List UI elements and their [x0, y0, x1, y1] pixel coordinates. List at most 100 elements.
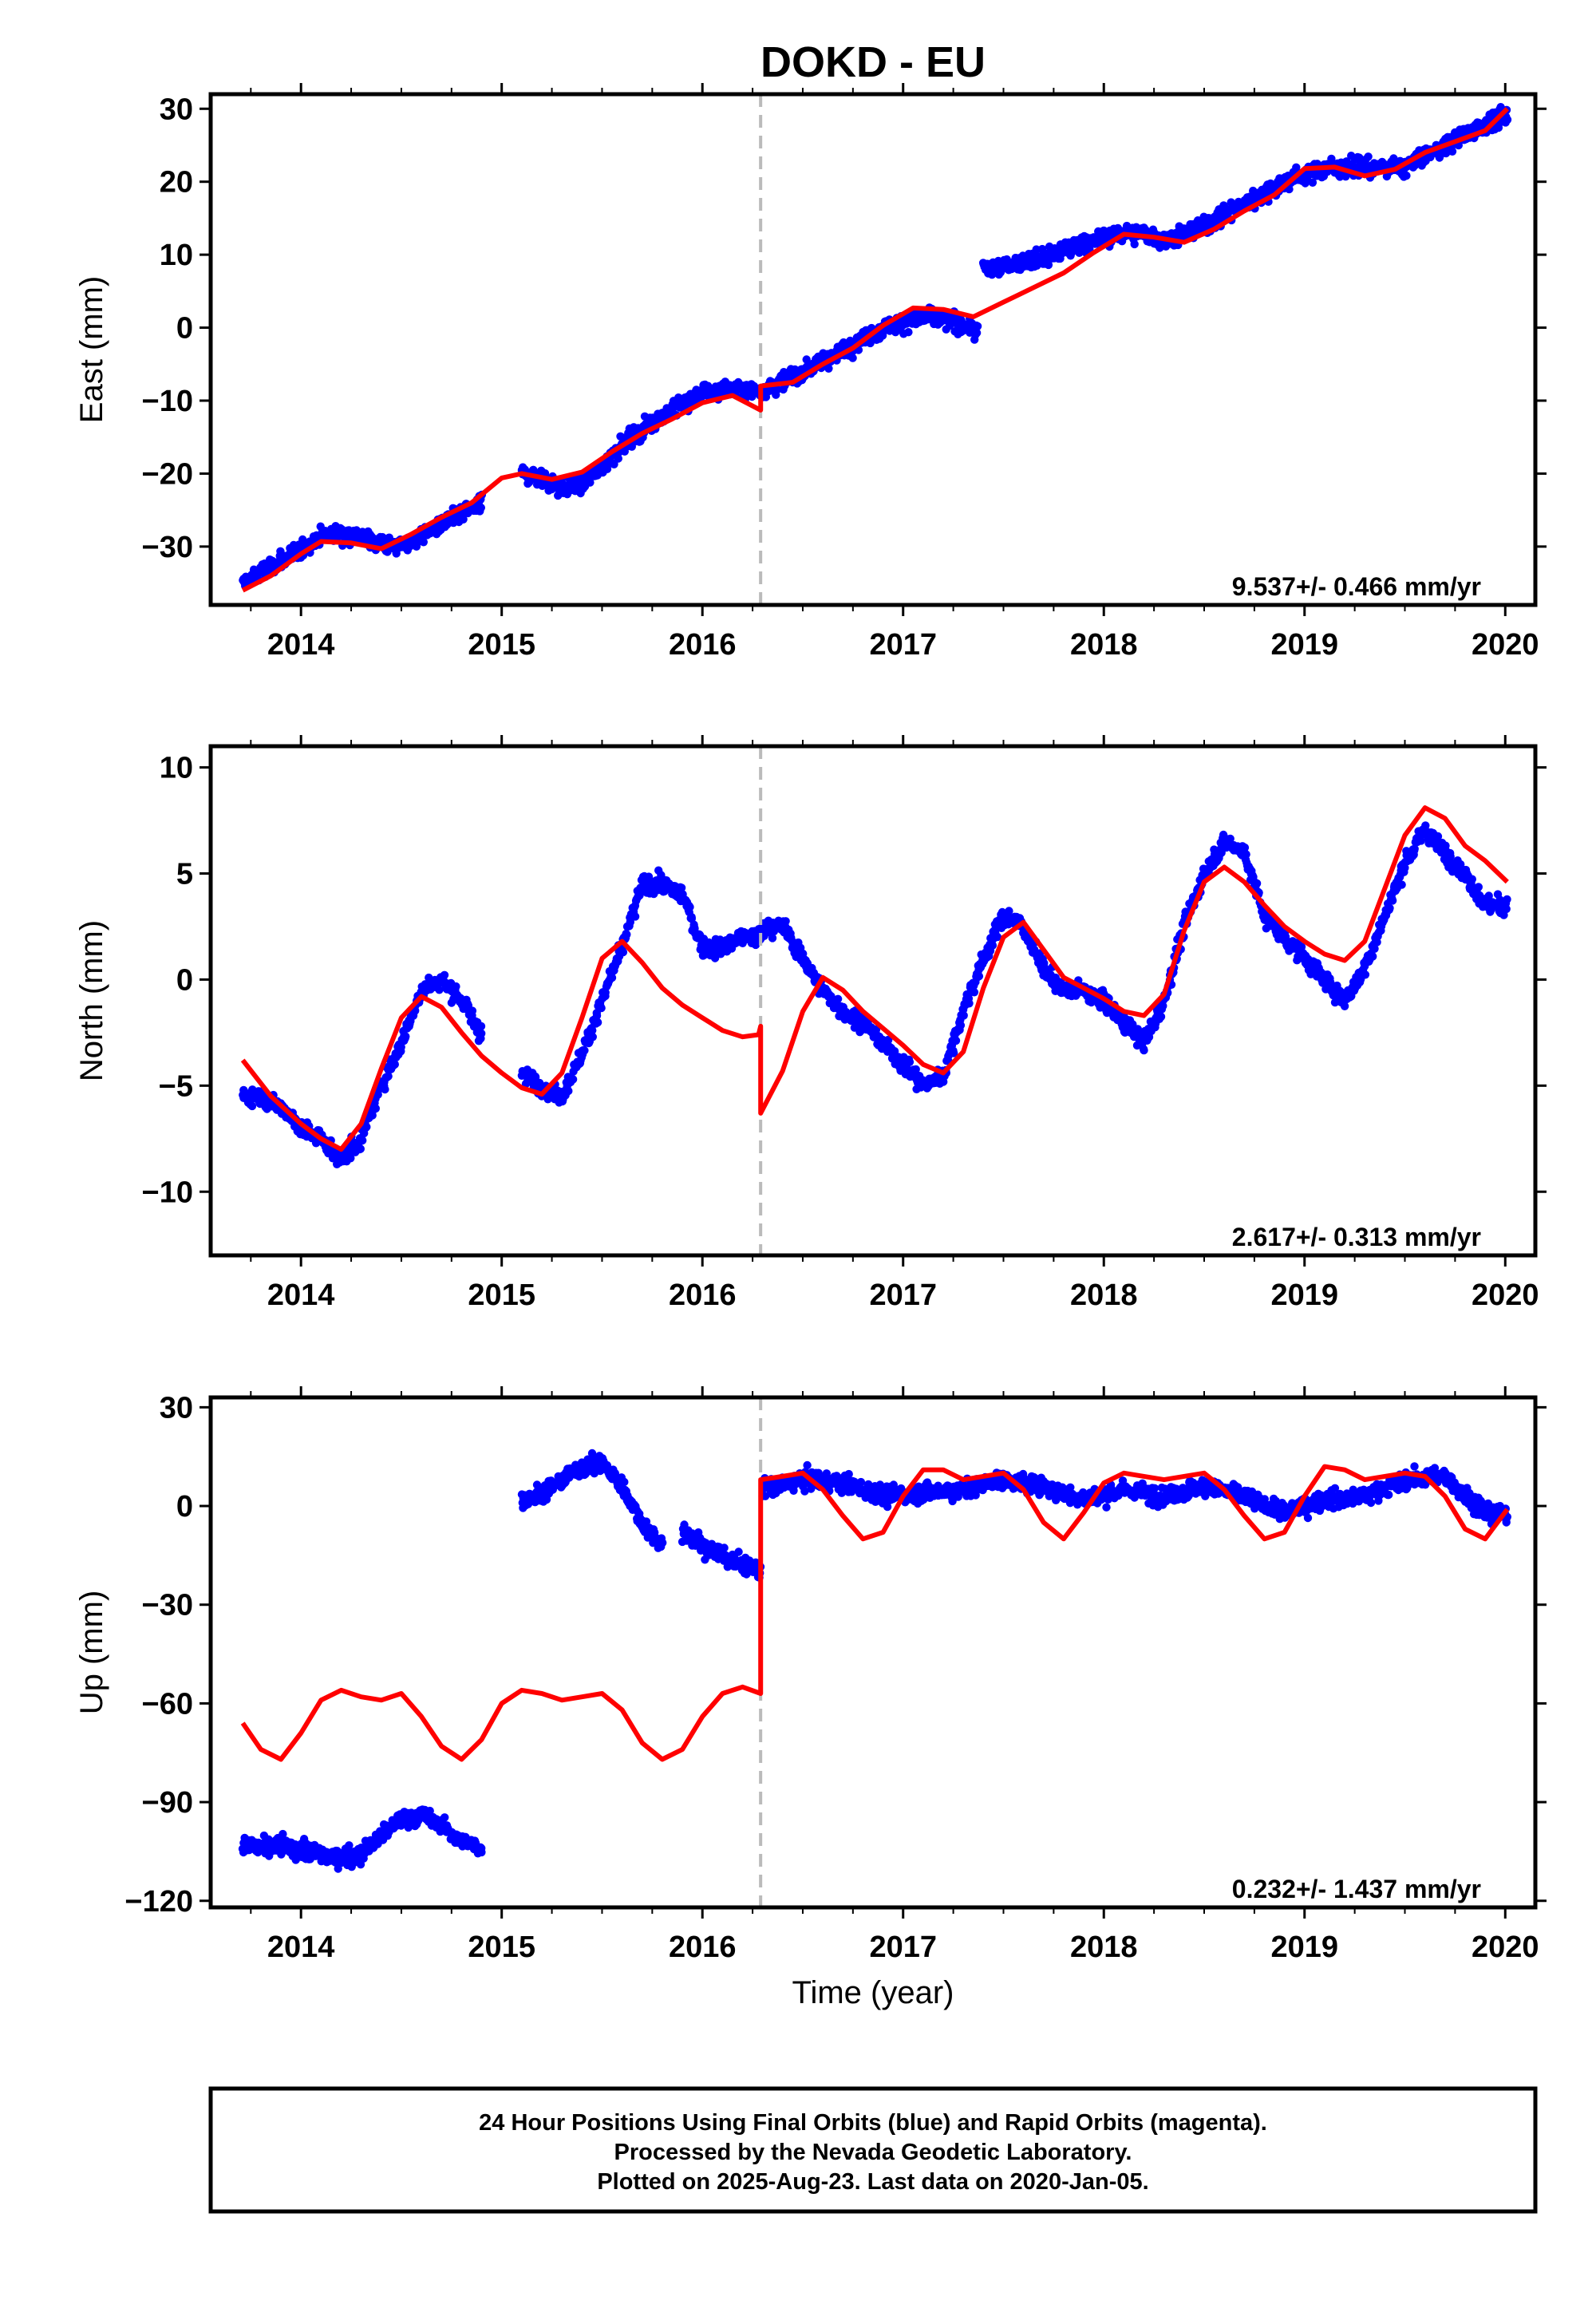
x-tick-label: 2016 — [669, 1279, 737, 1312]
data-point — [397, 1042, 405, 1052]
x-tick-label: 2018 — [1070, 628, 1138, 662]
x-tick-label: 2017 — [869, 628, 937, 662]
data-point — [972, 328, 982, 338]
y-tick-label: 5 — [176, 858, 193, 891]
data-point — [1502, 904, 1511, 914]
data-point — [974, 972, 984, 981]
data-point — [951, 1036, 961, 1045]
data-point — [593, 1018, 602, 1027]
data-point — [988, 941, 998, 950]
data-points — [238, 1448, 1512, 1873]
data-point — [580, 1046, 589, 1055]
data-point — [345, 1841, 354, 1850]
data-point — [959, 1011, 968, 1020]
y-tick-label: −10 — [142, 1176, 193, 1209]
data-point — [1226, 834, 1235, 844]
data-point — [568, 1075, 578, 1084]
data-point — [607, 973, 617, 982]
chart-panel-north: 2014 2015 2016 2017 2018 2019 2020−10−50510Nor… — [74, 735, 1547, 1312]
data-point — [630, 912, 640, 921]
data-point — [440, 970, 449, 980]
y-axis-label: East (mm) — [74, 276, 109, 423]
data-point — [1468, 875, 1477, 883]
data-point — [390, 1060, 399, 1069]
data-point — [381, 1085, 389, 1094]
data-point — [362, 1122, 371, 1132]
y-tick-label: 10 — [160, 239, 193, 272]
data-point — [1446, 852, 1455, 861]
data-point — [1242, 850, 1250, 859]
x-tick-label: 2017 — [869, 1279, 937, 1312]
data-point — [884, 1035, 893, 1045]
y-tick-label: −10 — [142, 385, 193, 418]
y-tick-label: −5 — [159, 1069, 193, 1103]
data-point — [685, 903, 694, 911]
data-point — [1032, 245, 1041, 254]
data-point — [1370, 944, 1379, 954]
data-point — [1503, 895, 1511, 904]
plot-area — [238, 1397, 1512, 1907]
data-point — [346, 1154, 355, 1163]
y-tick-label: 20 — [160, 166, 193, 200]
data-point — [973, 322, 982, 330]
x-tick-label: 2019 — [1270, 1279, 1338, 1312]
data-point — [373, 1090, 382, 1099]
data-point — [564, 1086, 573, 1096]
data-point — [435, 986, 444, 994]
data-point — [720, 1543, 729, 1552]
data-point — [1005, 907, 1013, 915]
data-point — [1364, 152, 1373, 161]
model-line — [241, 107, 1509, 593]
data-point — [1402, 171, 1411, 180]
data-point — [1400, 864, 1409, 872]
data-point — [620, 1477, 629, 1487]
x-tick-label: 2018 — [1070, 1279, 1138, 1312]
data-point — [1416, 836, 1426, 845]
panels: 2014 2015 2016 2017 2018 2019 2020−30−20−10010… — [74, 83, 1547, 2010]
x-tick-label: 2015 — [468, 1279, 535, 1312]
data-point — [734, 1547, 743, 1556]
data-point — [950, 1049, 958, 1057]
data-point — [1474, 883, 1483, 891]
y-axis-label: North (mm) — [74, 920, 109, 1081]
plot-area — [239, 746, 1511, 1255]
rate-label: 9.537+/- 0.466 mm/yr — [1232, 572, 1481, 601]
data-point — [1327, 154, 1336, 164]
x-tick-label: 2020 — [1472, 628, 1539, 662]
plot-area — [239, 94, 1512, 605]
x-tick-label: 2016 — [669, 628, 737, 662]
data-point — [905, 1057, 915, 1067]
y-tick-label: 0 — [176, 312, 193, 346]
data-point — [476, 504, 485, 512]
data-point — [588, 1033, 597, 1041]
data-point — [904, 328, 913, 337]
data-point — [356, 1144, 365, 1153]
data-point — [468, 1006, 477, 1015]
data-point — [1361, 970, 1370, 979]
x-tick-label: 2014 — [267, 1279, 335, 1312]
data-point — [247, 1101, 257, 1111]
data-point — [371, 1104, 380, 1113]
y-tick-label: −30 — [142, 531, 193, 564]
data-point — [802, 355, 811, 364]
data-point — [477, 1848, 486, 1857]
chart-title: DOKD - EU — [760, 38, 986, 86]
data-point — [358, 1136, 367, 1145]
data-point — [1240, 843, 1250, 852]
data-point — [1397, 880, 1406, 889]
data-point — [279, 1829, 287, 1839]
data-point — [597, 1003, 606, 1013]
data-point — [1130, 239, 1139, 249]
data-point — [781, 917, 790, 926]
data-point — [1388, 896, 1397, 905]
data-point — [833, 994, 843, 1004]
data-point — [1044, 260, 1053, 270]
data-point — [1385, 903, 1394, 913]
data-point — [1252, 879, 1262, 888]
data-point — [1140, 1045, 1148, 1055]
data-point — [1484, 891, 1493, 900]
data-point — [440, 1813, 449, 1822]
data-point — [1433, 832, 1443, 841]
data-point — [658, 1538, 667, 1547]
data-point — [622, 930, 631, 939]
